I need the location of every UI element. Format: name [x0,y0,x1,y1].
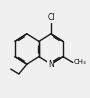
Text: Cl: Cl [47,13,55,22]
Text: N: N [48,60,54,69]
Text: CH₃: CH₃ [74,59,86,65]
